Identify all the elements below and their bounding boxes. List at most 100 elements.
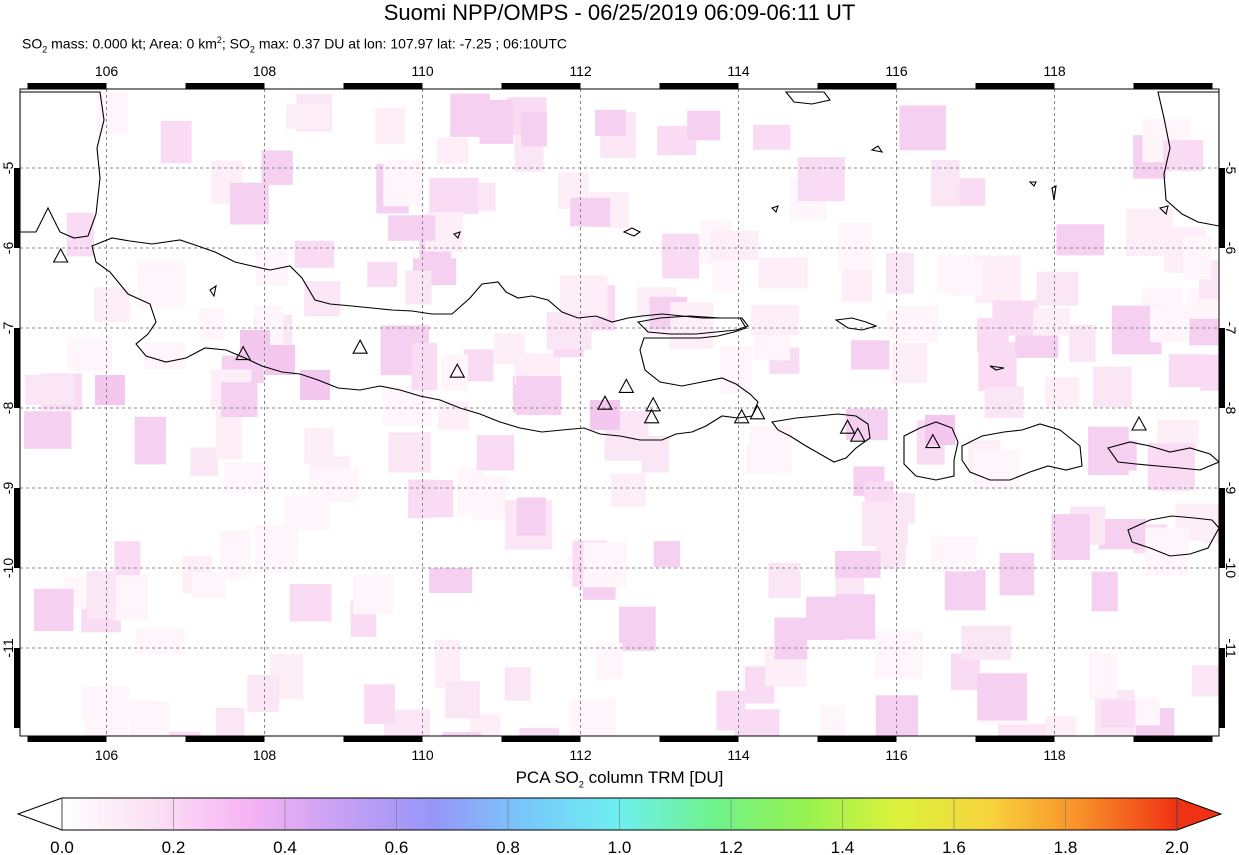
so2-pixel [516,375,562,415]
so2-pixel [230,182,269,225]
lat-tick-label-right: -7 [1223,322,1239,335]
so2-pixel [144,342,185,370]
coast-sumatra [20,91,105,239]
so2-pixel [619,606,656,651]
lon-tick-label-bottom: 114 [727,747,750,760]
colorbar-tick-label: 1.8 [1054,838,1078,855]
so2-pixel [846,408,888,441]
so2-pixel [383,159,424,207]
so2-pixel [192,571,226,598]
coast-kangean [834,317,878,331]
colorbar-tick-label: 1.2 [719,838,743,855]
so2-pixel [219,530,251,579]
so2-pixel [442,732,481,736]
so2-pixel [34,588,74,631]
so2-pixel [135,628,185,655]
map-title: Suomi NPP/OMPS - 06/25/2019 06:09-06:11 … [383,0,856,25]
so2-pixel [1183,236,1212,280]
so2-pixel [294,240,335,268]
coast-madura [636,315,749,335]
coast-small-island-1 [870,145,884,153]
frame-ticks [14,83,1225,742]
so2-pixel [66,212,94,257]
so2-pixel [546,312,592,350]
frame-tick-top [343,83,423,89]
volcano-icon [749,404,766,420]
so2-pixel [86,570,117,619]
so2-pixel [716,690,746,731]
so2-pixel [364,684,395,725]
so2-pixel [687,110,721,141]
so2-pixel [255,247,289,286]
frame-tick-bottom [185,736,265,742]
coast-small-island-6 [1158,205,1169,216]
so2-pixel [247,674,280,713]
so2-pixel [610,473,647,507]
colorbar-tick-label: 0.2 [162,838,186,855]
so2-pixel [409,480,454,518]
colorbar-tick-label: 0.0 [50,838,74,855]
lon-tick-label-top: 112 [569,63,592,79]
so2-pixel [662,233,700,279]
frame-tick-left [14,648,20,728]
so2-pixel [388,215,436,241]
so2-pixel [1051,514,1090,560]
lat-tick-label-left: -11 [0,638,16,657]
so2-pixel [160,121,192,164]
volcano-icon [839,419,856,434]
so2-pixel [861,501,908,546]
volcano-icon [849,427,866,442]
so2-pixel [24,374,75,405]
so2-pixel [289,584,332,622]
lat-tick-label-right: -9 [1223,482,1239,495]
so2-pixel [835,594,876,640]
so2-pixel [1125,208,1173,256]
so2-pixel [383,385,433,426]
colorbar-tick-label: 1.0 [608,838,632,855]
so2-pixel [67,337,112,372]
so2-pixel [670,302,714,349]
so2-pixel [470,714,501,736]
colorbar: 0.0 0.2 0.4 0.6 0.8 1.0 1.2 1.4 1.6 1.8 2.0 [16,797,1223,855]
lat-tick-label-right: -5 [1223,162,1239,175]
lat-tick-label-right: -8 [1223,402,1239,415]
so2-pixel [835,550,881,578]
so2-pixel [129,701,170,736]
volcano-icon [52,247,69,263]
so2-pixel [949,261,983,296]
volcano-icon [352,339,369,354]
so2-pixel [1091,571,1118,612]
so2-pixel [411,342,438,390]
so2-pixel [516,497,546,536]
so2-pixel [930,159,960,207]
so2-pixel [284,496,330,531]
so2-pixel [254,525,298,573]
frame-tick-right [1219,488,1225,568]
so2-pixel [984,386,1024,418]
so2-pixel [479,99,514,144]
so2-pixel [875,631,924,679]
map-frame [19,88,1220,737]
so2-pixel [93,287,131,323]
so2-pixel-layer [24,92,1219,736]
lat-tick-label-right: -11 [1223,638,1239,657]
lon-tick-label-top: 106 [95,63,119,79]
lon-tick-label-top: 116 [885,63,908,79]
so2-pixel [819,705,845,736]
so2-pixel [215,410,242,460]
volcano-icon [733,408,750,424]
frame-tick-right [1219,648,1225,728]
so2-pixel [892,343,927,384]
so2-pixel [977,673,1027,721]
frame-tick-top [1133,83,1213,89]
so2-pixel [388,432,432,473]
so2-pixel [521,111,547,147]
frame-tick-bottom [1133,736,1213,742]
colorbar-tick-label: 0.4 [273,838,297,855]
lon-tick-label-top: 108 [253,63,277,79]
lon-tick-label-top: 118 [1043,63,1066,79]
so2-pixel [768,562,801,598]
frame-tick-top [659,83,739,89]
coast-bali [771,413,871,463]
so2-pixel [997,724,1047,736]
